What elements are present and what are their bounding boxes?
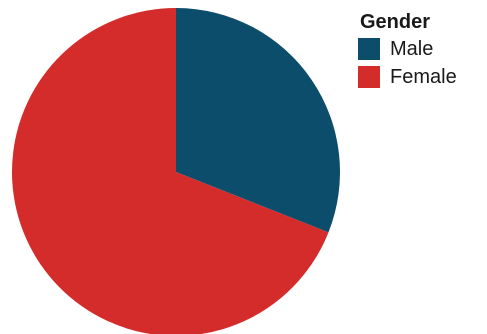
legend-swatch-female (358, 66, 380, 88)
pie-slice-female (12, 8, 329, 334)
pie-slices (12, 8, 340, 334)
legend-label-female: Female (390, 65, 457, 88)
legend-item-male: Male (358, 36, 487, 62)
legend: Gender Male Female (358, 10, 487, 90)
legend-label-male: Male (390, 37, 434, 60)
legend-swatch-male (358, 38, 380, 60)
pie-slice-male (176, 8, 340, 233)
legend-item-female: Female (358, 64, 487, 90)
legend-title: Gender (360, 11, 431, 33)
